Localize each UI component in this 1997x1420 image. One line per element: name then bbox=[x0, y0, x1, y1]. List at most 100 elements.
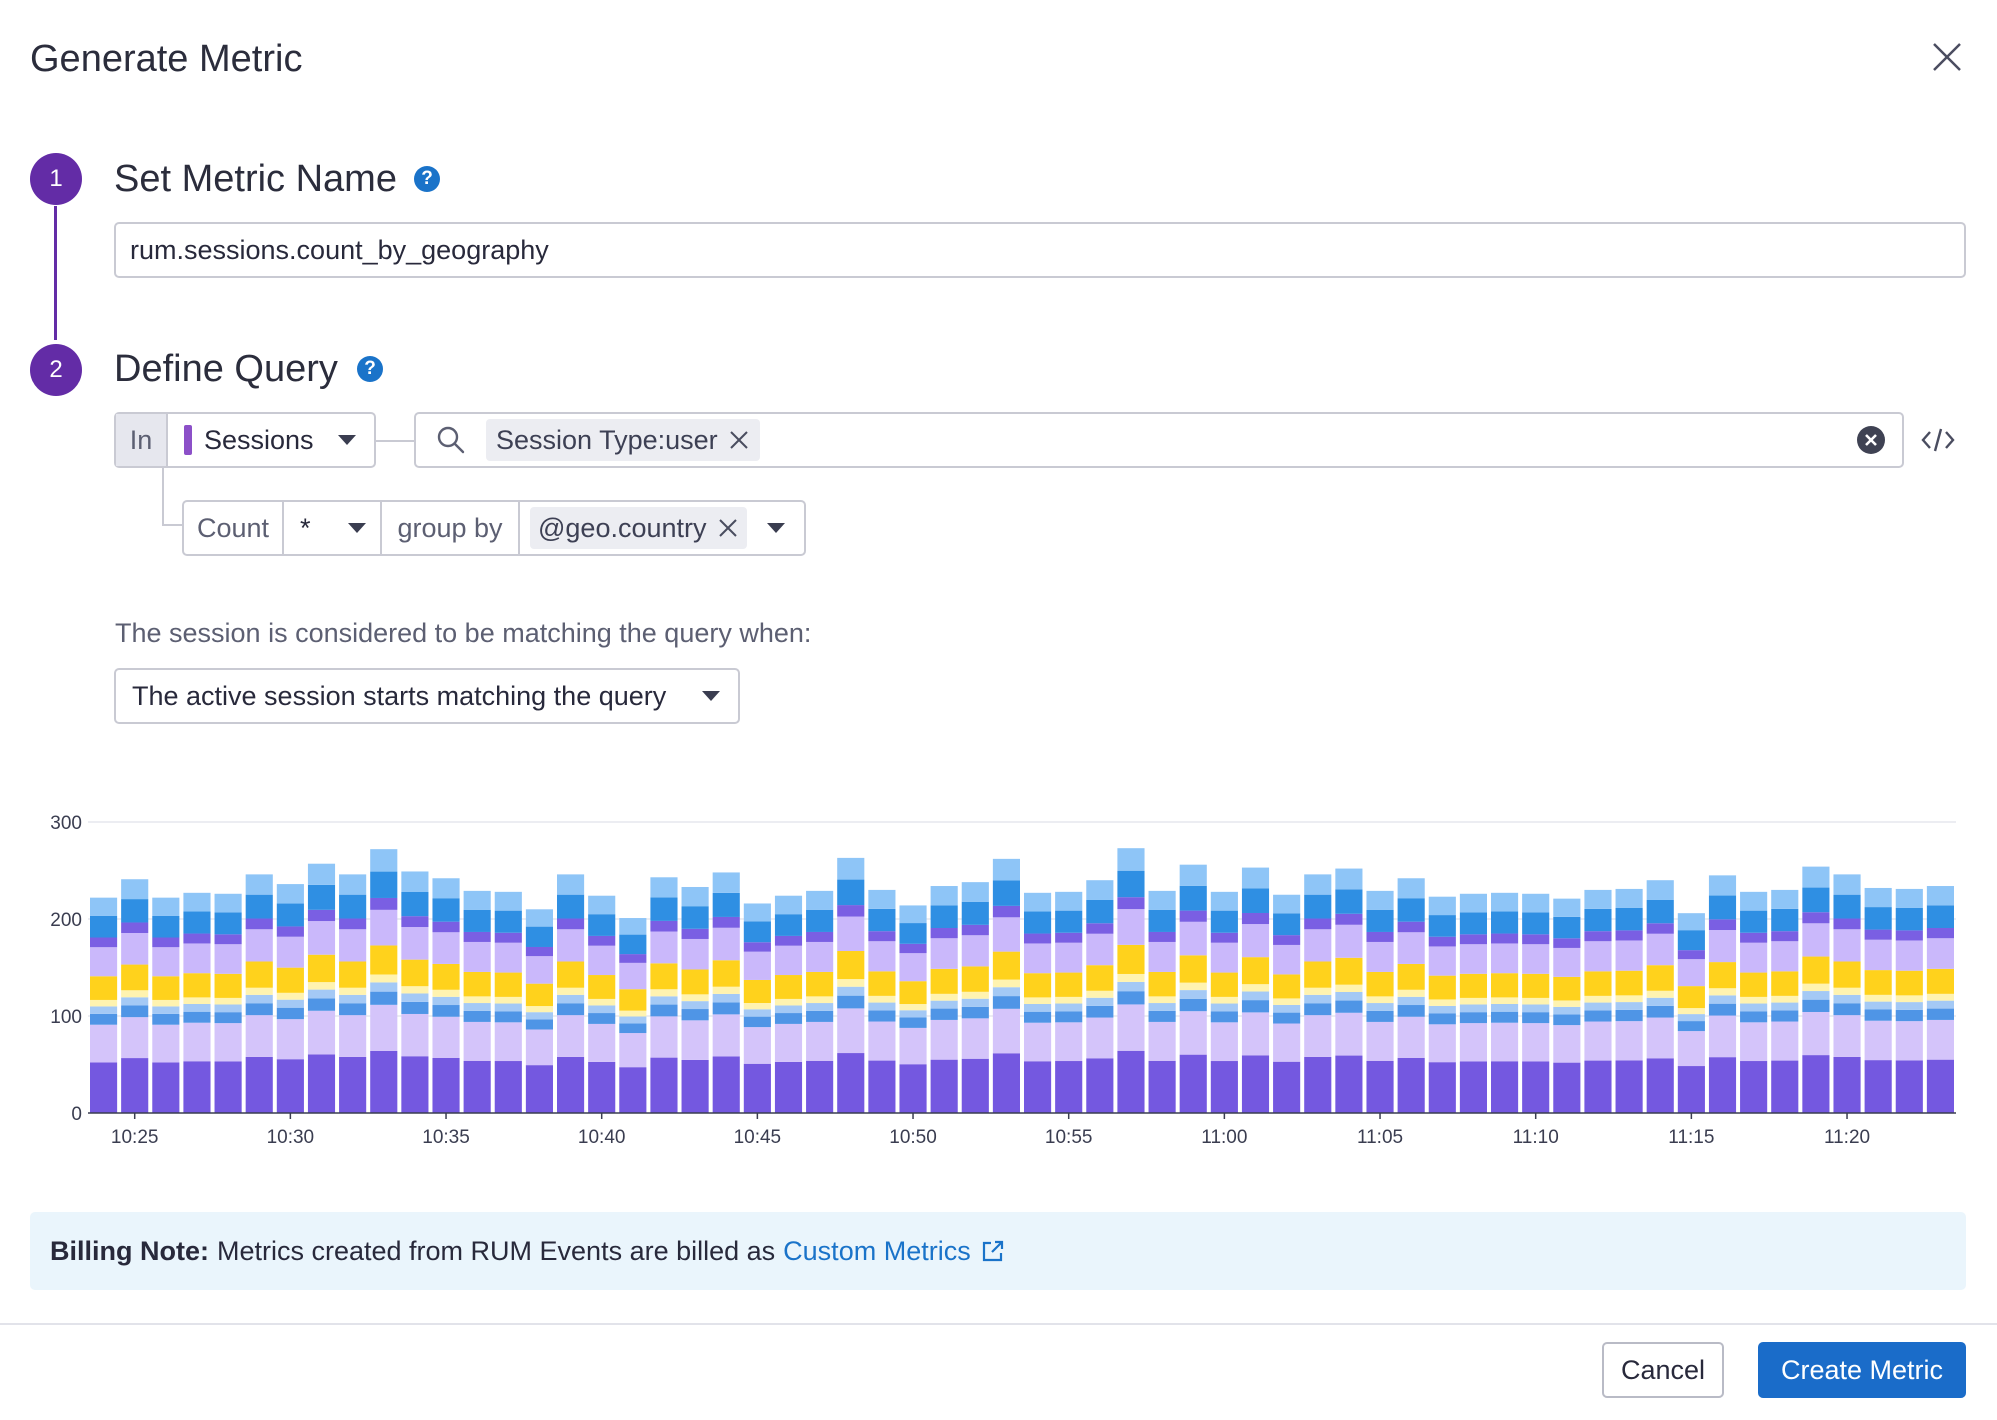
bar-segment bbox=[1210, 1061, 1238, 1113]
bar-segment bbox=[774, 975, 803, 999]
bar-segment bbox=[712, 892, 740, 917]
bar-segment bbox=[1241, 912, 1270, 925]
bar-segment bbox=[743, 1016, 771, 1028]
bar-segment bbox=[1055, 891, 1083, 911]
metric-name-input[interactable]: rum.sessions.count_by_geography bbox=[114, 222, 1966, 278]
bar-segment bbox=[1148, 1010, 1176, 1022]
bar-segment bbox=[899, 943, 927, 954]
close-icon[interactable] bbox=[1930, 40, 1964, 74]
create-metric-button[interactable]: Create Metric bbox=[1758, 1342, 1966, 1398]
bar-segment bbox=[432, 989, 460, 997]
x-tick-label: 10:35 bbox=[422, 1127, 470, 1148]
bar-segment bbox=[121, 922, 149, 933]
bar-segment bbox=[837, 951, 865, 980]
bar-segment bbox=[1024, 1004, 1052, 1012]
remove-group-icon[interactable] bbox=[717, 517, 739, 539]
bar-segment bbox=[121, 1017, 149, 1059]
bar-segment bbox=[1241, 867, 1270, 889]
bar-segment bbox=[432, 898, 460, 922]
bar-segment bbox=[494, 1003, 522, 1012]
cancel-button[interactable]: Cancel bbox=[1602, 1342, 1724, 1398]
bar-segment bbox=[152, 999, 180, 1007]
bar-segment bbox=[1802, 866, 1830, 888]
bar-segment bbox=[1802, 991, 1830, 1000]
step-2-circle: 2 bbox=[30, 344, 82, 396]
bar-segment bbox=[1584, 931, 1612, 942]
bar-segment bbox=[712, 872, 740, 893]
bar-segment bbox=[1491, 1061, 1519, 1113]
help-icon[interactable]: ? bbox=[357, 356, 383, 382]
bar-segment bbox=[1926, 1019, 1954, 1060]
bar-segment bbox=[899, 1004, 927, 1011]
bar-segment bbox=[930, 905, 958, 929]
bar-segment bbox=[681, 994, 709, 1002]
bar-segment bbox=[588, 975, 616, 999]
bar-segment bbox=[1024, 933, 1052, 944]
bar-segment bbox=[774, 914, 803, 936]
bar-segment bbox=[463, 971, 491, 997]
code-icon[interactable] bbox=[1920, 424, 1956, 456]
bar-segment bbox=[1273, 1061, 1301, 1113]
bar-segment bbox=[307, 921, 336, 955]
bar-segment bbox=[401, 927, 429, 960]
bar-segment bbox=[152, 1013, 180, 1025]
bar-segment bbox=[1459, 1012, 1487, 1024]
bar-segment bbox=[1553, 947, 1581, 977]
bar-segment bbox=[339, 961, 367, 988]
bar-segment bbox=[1646, 990, 1674, 998]
matching-dropdown[interactable]: The active session starts matching the q… bbox=[114, 668, 740, 724]
bar-segment bbox=[837, 979, 865, 987]
bar-segment bbox=[1210, 1022, 1238, 1062]
bar-segment bbox=[339, 874, 367, 895]
bar-segment bbox=[152, 1062, 180, 1113]
bar-segment bbox=[899, 953, 927, 982]
bar-segment bbox=[650, 1004, 678, 1017]
x-tick-label: 10:25 bbox=[111, 1127, 159, 1148]
bar-segment bbox=[1273, 1023, 1301, 1062]
bar-segment bbox=[494, 1061, 522, 1113]
bar-segment bbox=[276, 999, 304, 1008]
bar-segment bbox=[1086, 997, 1114, 1006]
bar-segment bbox=[588, 1013, 616, 1024]
bar-segment bbox=[1273, 1004, 1301, 1013]
bar-segment bbox=[588, 895, 616, 915]
bar-segment bbox=[1553, 1006, 1581, 1015]
bar-segment bbox=[1335, 1000, 1363, 1013]
bar-segment bbox=[276, 967, 304, 993]
group-by-dropdown[interactable]: @geo.country bbox=[520, 502, 804, 554]
bar-segment bbox=[276, 926, 304, 937]
remove-filter-icon[interactable] bbox=[728, 429, 750, 451]
bar-segment bbox=[370, 897, 398, 910]
bar-segment bbox=[525, 909, 553, 927]
bar-segment bbox=[1677, 913, 1705, 931]
bar-segment bbox=[245, 918, 273, 930]
bar-segment bbox=[650, 897, 678, 921]
bar-segment bbox=[1802, 923, 1830, 957]
bar-segment bbox=[1833, 1056, 1861, 1113]
external-link-icon[interactable] bbox=[981, 1239, 1005, 1263]
bar-segment bbox=[1864, 1001, 1892, 1010]
bar-segment bbox=[90, 976, 118, 1000]
bar-segment bbox=[276, 884, 304, 904]
bar-segment bbox=[494, 891, 522, 911]
clear-search-icon[interactable] bbox=[1856, 425, 1886, 455]
bar-segment bbox=[1366, 1010, 1394, 1022]
bar-segment bbox=[1926, 993, 1954, 1001]
bar-segment bbox=[992, 996, 1020, 1009]
bar-segment bbox=[1304, 894, 1332, 919]
bar-segment bbox=[1926, 928, 1954, 939]
search-query-input[interactable]: Session Type:user bbox=[414, 412, 1904, 468]
bar-segment bbox=[463, 1010, 491, 1022]
bar-segment bbox=[806, 996, 834, 1004]
bar-segment bbox=[494, 1011, 522, 1023]
bar-segment bbox=[1895, 1002, 1923, 1010]
bar-segment bbox=[307, 884, 336, 910]
bar-segment bbox=[1522, 1061, 1550, 1113]
help-icon[interactable]: ? bbox=[414, 166, 440, 192]
source-dropdown[interactable]: Sessions bbox=[168, 414, 374, 466]
bar-segment bbox=[1086, 880, 1114, 900]
bar-segment bbox=[525, 983, 553, 1007]
measure-dropdown[interactable]: * bbox=[284, 502, 382, 554]
bar-segment bbox=[992, 1053, 1020, 1113]
custom-metrics-link[interactable]: Custom Metrics bbox=[783, 1235, 971, 1266]
